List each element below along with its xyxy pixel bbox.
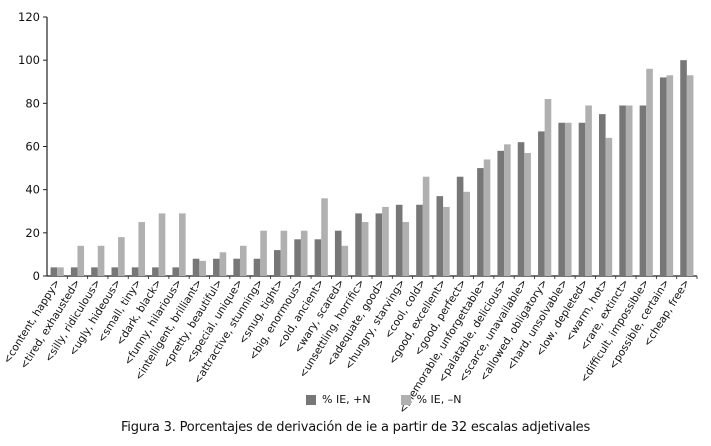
y-tick-label: 80 xyxy=(25,96,40,110)
y-tick-label: 60 xyxy=(25,140,40,154)
bar-ie-minus-n xyxy=(97,245,105,276)
bar-ie-plus-n xyxy=(436,196,444,276)
bar-ie-minus-n xyxy=(118,237,125,276)
bar-ie-minus-n xyxy=(239,245,247,276)
bar-ie-minus-n xyxy=(646,68,653,276)
y-tick-label: 20 xyxy=(25,226,40,240)
bar-ie-minus-n xyxy=(321,198,328,276)
bar-ie-plus-n xyxy=(598,114,606,277)
bar-ie-minus-n xyxy=(564,122,572,276)
bar-ie-plus-n xyxy=(294,239,301,276)
bar-ie-minus-n xyxy=(77,245,85,276)
bar-ie-plus-n xyxy=(253,258,261,276)
legend-item-plus-n: % IE, +N xyxy=(306,393,371,406)
bar-ie-minus-n xyxy=(361,222,369,276)
bar-ie-plus-n xyxy=(273,250,281,276)
bar-ie-plus-n xyxy=(395,204,403,276)
bar-ie-plus-n xyxy=(497,150,505,276)
y-tick-label: 40 xyxy=(25,183,40,197)
bar-ie-minus-n xyxy=(625,105,633,277)
bar-ie-plus-n xyxy=(50,267,58,276)
y-tick-label: 100 xyxy=(18,53,40,67)
bar-ie-plus-n xyxy=(192,258,200,276)
bar-ie-minus-n xyxy=(422,176,430,276)
bar-ie-plus-n xyxy=(355,213,362,276)
bar-ie-minus-n xyxy=(544,99,552,277)
bar-ie-plus-n xyxy=(131,267,139,276)
y-axis-ticks: 0 20 40 60 80 100 120 xyxy=(18,10,47,283)
bar-ie-plus-n xyxy=(334,230,342,276)
bar-ie-minus-n xyxy=(605,137,613,276)
figure-caption: Figura 3. Porcentajes de derivación de i… xyxy=(120,420,591,435)
bar-ie-minus-n xyxy=(260,230,267,276)
bar-ie-plus-n xyxy=(517,142,525,276)
bar-ie-minus-n xyxy=(666,75,674,276)
bar-ie-plus-n xyxy=(558,122,565,276)
bar-ie-minus-n xyxy=(138,222,146,276)
legend-item-minus-n: % IE, –N xyxy=(400,393,462,406)
bar-ie-plus-n xyxy=(416,204,423,276)
bar-ie-plus-n xyxy=(233,258,240,276)
y-tick-label: 0 xyxy=(33,269,40,283)
bar-ie-minus-n xyxy=(158,213,166,276)
bar-ie-minus-n xyxy=(199,260,206,276)
bar-ie-minus-n xyxy=(280,230,288,276)
bar-ie-plus-n xyxy=(314,239,322,276)
bar-ie-plus-n xyxy=(659,77,667,277)
bar-ie-minus-n xyxy=(443,206,450,276)
bar-ie-plus-n xyxy=(91,267,98,276)
bar-ie-minus-n xyxy=(585,105,592,277)
y-tick-label: 120 xyxy=(18,10,40,24)
x-axis-tick-labels: <content, happy><tired, exhausted><silly… xyxy=(1,277,692,415)
bar-ie-plus-n xyxy=(477,168,484,276)
legend-label-plus-n: % IE, +N xyxy=(322,393,371,406)
legend-swatch-plus-n xyxy=(306,394,316,405)
bar-ie-plus-n xyxy=(213,258,220,276)
bar-ie-minus-n xyxy=(483,159,491,276)
chart-legend: % IE, +N % IE, –N xyxy=(306,393,461,406)
bar-ie-minus-n xyxy=(524,152,531,276)
bar-ie-plus-n xyxy=(172,267,180,276)
bar-ie-minus-n xyxy=(300,230,308,276)
bar-ie-plus-n xyxy=(152,267,159,276)
bar-ie-minus-n xyxy=(382,206,389,276)
bar-ie-plus-n xyxy=(111,267,119,276)
bar-ie-minus-n xyxy=(686,75,694,276)
bar-ie-plus-n xyxy=(456,176,464,276)
bar-ie-plus-n xyxy=(70,267,78,276)
bar-ie-plus-n xyxy=(639,105,647,277)
bar-ie-plus-n xyxy=(680,60,687,276)
bar-ie-minus-n xyxy=(341,245,349,276)
bar-ie-minus-n xyxy=(179,213,186,276)
bar-ie-plus-n xyxy=(619,105,626,277)
legend-swatch-minus-n xyxy=(400,394,411,405)
bar-ie-minus-n xyxy=(504,144,511,276)
bar-ie-minus-n xyxy=(463,191,471,276)
chart-bars xyxy=(50,60,698,279)
bar-ie-minus-n xyxy=(402,222,410,276)
bar-ie-minus-n xyxy=(57,267,64,276)
bar-ie-plus-n xyxy=(538,131,545,276)
bar-ie-minus-n xyxy=(219,252,227,276)
legend-label-minus-n: % IE, –N xyxy=(416,393,462,406)
bar-ie-plus-n xyxy=(375,213,383,276)
bar-ie-plus-n xyxy=(578,122,586,276)
